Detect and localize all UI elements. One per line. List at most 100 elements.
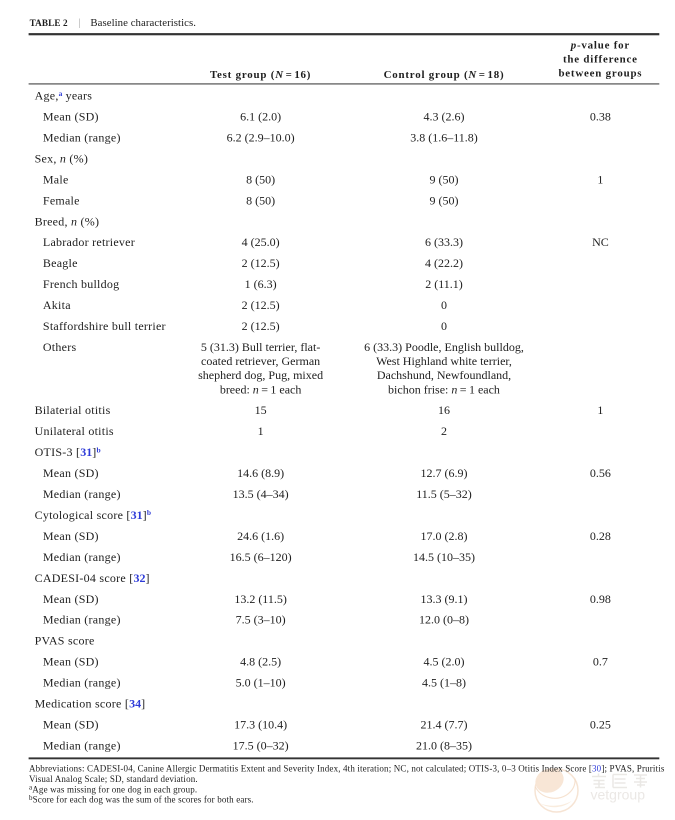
svg-text:Sex, n (%): Sex, n (%) — [35, 151, 89, 165]
svg-text:14.6 (8.9): 14.6 (8.9) — [237, 466, 284, 480]
svg-text:Breed, n (%): Breed, n (%) — [35, 214, 100, 228]
svg-text:1: 1 — [597, 172, 603, 186]
svg-text:13.5 (4–34): 13.5 (4–34) — [233, 487, 289, 501]
svg-text:0.7: 0.7 — [593, 655, 608, 669]
svg-text:1: 1 — [258, 424, 264, 438]
svg-text:Akita: Akita — [43, 298, 71, 312]
svg-text:Median (range): Median (range) — [43, 131, 121, 145]
svg-text:Others: Others — [43, 340, 77, 354]
svg-text:11.5 (5–32): 11.5 (5–32) — [416, 487, 472, 501]
svg-text:Mean (SD): Mean (SD) — [43, 718, 99, 732]
svg-text:0.38: 0.38 — [590, 110, 611, 124]
svg-text:6 (33.3) Poodle, English bulld: 6 (33.3) Poodle, English bulldog, — [364, 340, 524, 354]
svg-text:Mean (SD): Mean (SD) — [43, 655, 99, 669]
svg-text:9 (50): 9 (50) — [430, 172, 459, 186]
svg-text:6 (33.3): 6 (33.3) — [425, 235, 463, 249]
svg-text:0.98: 0.98 — [590, 592, 611, 606]
svg-text:Dachshund, Newfoundland,: Dachshund, Newfoundland, — [377, 368, 511, 382]
svg-text:4.3 (2.6): 4.3 (2.6) — [424, 110, 465, 124]
svg-text:0.28: 0.28 — [590, 529, 611, 543]
svg-text:Unilateral otitis: Unilateral otitis — [35, 424, 114, 438]
svg-text:Medication score [34]: Medication score [34] — [35, 697, 146, 711]
svg-text:6.1 (2.0): 6.1 (2.0) — [240, 110, 281, 124]
svg-text:13.2 (11.5): 13.2 (11.5) — [234, 592, 287, 606]
svg-text:the difference: the difference — [563, 53, 638, 65]
svg-text:1 (6.3): 1 (6.3) — [245, 277, 277, 291]
svg-text:17.3 (10.4): 17.3 (10.4) — [234, 718, 287, 732]
svg-text:Median (range): Median (range) — [43, 738, 121, 752]
svg-text:0: 0 — [441, 319, 447, 333]
svg-text:6.2 (2.9–10.0): 6.2 (2.9–10.0) — [227, 131, 295, 145]
svg-text:2 (12.5): 2 (12.5) — [242, 256, 280, 270]
svg-text:Cytological score [31]b: Cytological score [31]b — [35, 508, 151, 522]
svg-text:16.5 (6–120): 16.5 (6–120) — [230, 550, 292, 564]
svg-text:Age,a years: Age,a years — [35, 89, 93, 103]
svg-text:13.3 (9.1): 13.3 (9.1) — [421, 592, 468, 606]
svg-text:Beagle: Beagle — [43, 256, 78, 270]
svg-text:shepherd dog, Pug, mixed: shepherd dog, Pug, mixed — [198, 368, 323, 382]
svg-text:bichon frise: n = 1 each: bichon frise: n = 1 each — [388, 382, 500, 396]
svg-text:Staffordshire bull terrier: Staffordshire bull terrier — [43, 319, 166, 333]
svg-text:2 (12.5): 2 (12.5) — [242, 319, 280, 333]
svg-text:West Highland white terrier,: West Highland white terrier, — [376, 354, 512, 368]
svg-text:4 (22.2): 4 (22.2) — [425, 256, 463, 270]
svg-text:4.8 (2.5): 4.8 (2.5) — [240, 655, 281, 669]
svg-text:4.5 (1–8): 4.5 (1–8) — [422, 676, 466, 690]
svg-text:TABLE 2|Baseline characteristi: TABLE 2 | Baseline characteristics. — [30, 17, 196, 29]
svg-text:21.0 (8–35): 21.0 (8–35) — [416, 738, 472, 752]
svg-text:between groups: between groups — [558, 67, 642, 79]
svg-text:Mean (SD): Mean (SD) — [43, 592, 99, 606]
svg-text:1: 1 — [597, 403, 603, 417]
svg-text:0.25: 0.25 — [590, 718, 611, 732]
svg-text:Mean (SD): Mean (SD) — [43, 529, 99, 543]
svg-text:Median (range): Median (range) — [43, 487, 121, 501]
svg-text:8 (50): 8 (50) — [246, 172, 275, 186]
svg-text:Labrador retriever: Labrador retriever — [43, 235, 135, 249]
svg-text:bScore for each dog was the su: bScore for each dog was the sum of the s… — [29, 794, 254, 805]
svg-text:8 (50): 8 (50) — [246, 193, 275, 207]
svg-text:4 (25.0): 4 (25.0) — [242, 235, 280, 249]
svg-text:15: 15 — [255, 403, 267, 417]
svg-text:NC: NC — [592, 235, 609, 249]
svg-text:CADESI-04 score [32]: CADESI-04 score [32] — [35, 571, 150, 585]
svg-text:Visual Analog Scale; SD, stand: Visual Analog Scale; SD, standard deviat… — [29, 774, 198, 784]
svg-text:17.0 (2.8): 17.0 (2.8) — [421, 529, 468, 543]
svg-text:2 (12.5): 2 (12.5) — [242, 298, 280, 312]
svg-text:0: 0 — [441, 298, 447, 312]
svg-text:5.0 (1–10): 5.0 (1–10) — [236, 676, 286, 690]
svg-text:breed: n = 1 each: breed: n = 1 each — [220, 382, 302, 396]
svg-text:7.5 (3–10): 7.5 (3–10) — [236, 613, 286, 627]
svg-text:2 (11.1): 2 (11.1) — [425, 277, 463, 291]
svg-text:9 (50): 9 (50) — [430, 193, 459, 207]
svg-text:French bulldog: French bulldog — [43, 277, 120, 291]
svg-text:Test group (N = 16): Test group (N = 16) — [210, 69, 311, 81]
svg-text:Median (range): Median (range) — [43, 676, 121, 690]
svg-text:17.5 (0–32): 17.5 (0–32) — [233, 738, 289, 752]
svg-text:PVAS score: PVAS score — [35, 634, 95, 648]
svg-text:24.6 (1.6): 24.6 (1.6) — [237, 529, 284, 543]
svg-text:2: 2 — [441, 424, 447, 438]
svg-text:3.8 (1.6–11.8): 3.8 (1.6–11.8) — [410, 131, 478, 145]
svg-text:coated retriever, German: coated retriever, German — [201, 354, 320, 368]
svg-text:12.7 (6.9): 12.7 (6.9) — [421, 466, 468, 480]
svg-text:5 (31.3) Bull terrier, flat-: 5 (31.3) Bull terrier, flat- — [201, 340, 320, 354]
svg-text:14.5 (10–35): 14.5 (10–35) — [413, 550, 475, 564]
svg-text:aAge was missing for one dog i: aAge was missing for one dog in each gro… — [29, 784, 197, 795]
svg-text:Abbreviations: CADESI-04, Cani: Abbreviations: CADESI-04, Canine Allergi… — [29, 763, 665, 773]
svg-text:vetgroup: vetgroup — [591, 787, 646, 803]
svg-text:Median (range): Median (range) — [43, 613, 121, 627]
svg-text:Mean (SD): Mean (SD) — [43, 466, 99, 480]
svg-text:21.4 (7.7): 21.4 (7.7) — [421, 718, 468, 732]
svg-text:Male: Male — [43, 172, 69, 186]
svg-text:Mean (SD): Mean (SD) — [43, 110, 99, 124]
svg-text:Female: Female — [43, 193, 80, 207]
svg-text:Median (range): Median (range) — [43, 550, 121, 564]
svg-text:12.0 (0–8): 12.0 (0–8) — [419, 613, 469, 627]
svg-text:Bilaterial otitis: Bilaterial otitis — [35, 403, 111, 417]
svg-text:16: 16 — [438, 403, 450, 417]
svg-text:p-value for: p-value for — [570, 39, 630, 51]
svg-text:0.56: 0.56 — [590, 466, 611, 480]
svg-text:4.5 (2.0): 4.5 (2.0) — [424, 655, 465, 669]
svg-text:OTIS-3 [31]b: OTIS-3 [31]b — [35, 445, 101, 459]
svg-text:Control group (N = 18): Control group (N = 18) — [384, 69, 505, 81]
